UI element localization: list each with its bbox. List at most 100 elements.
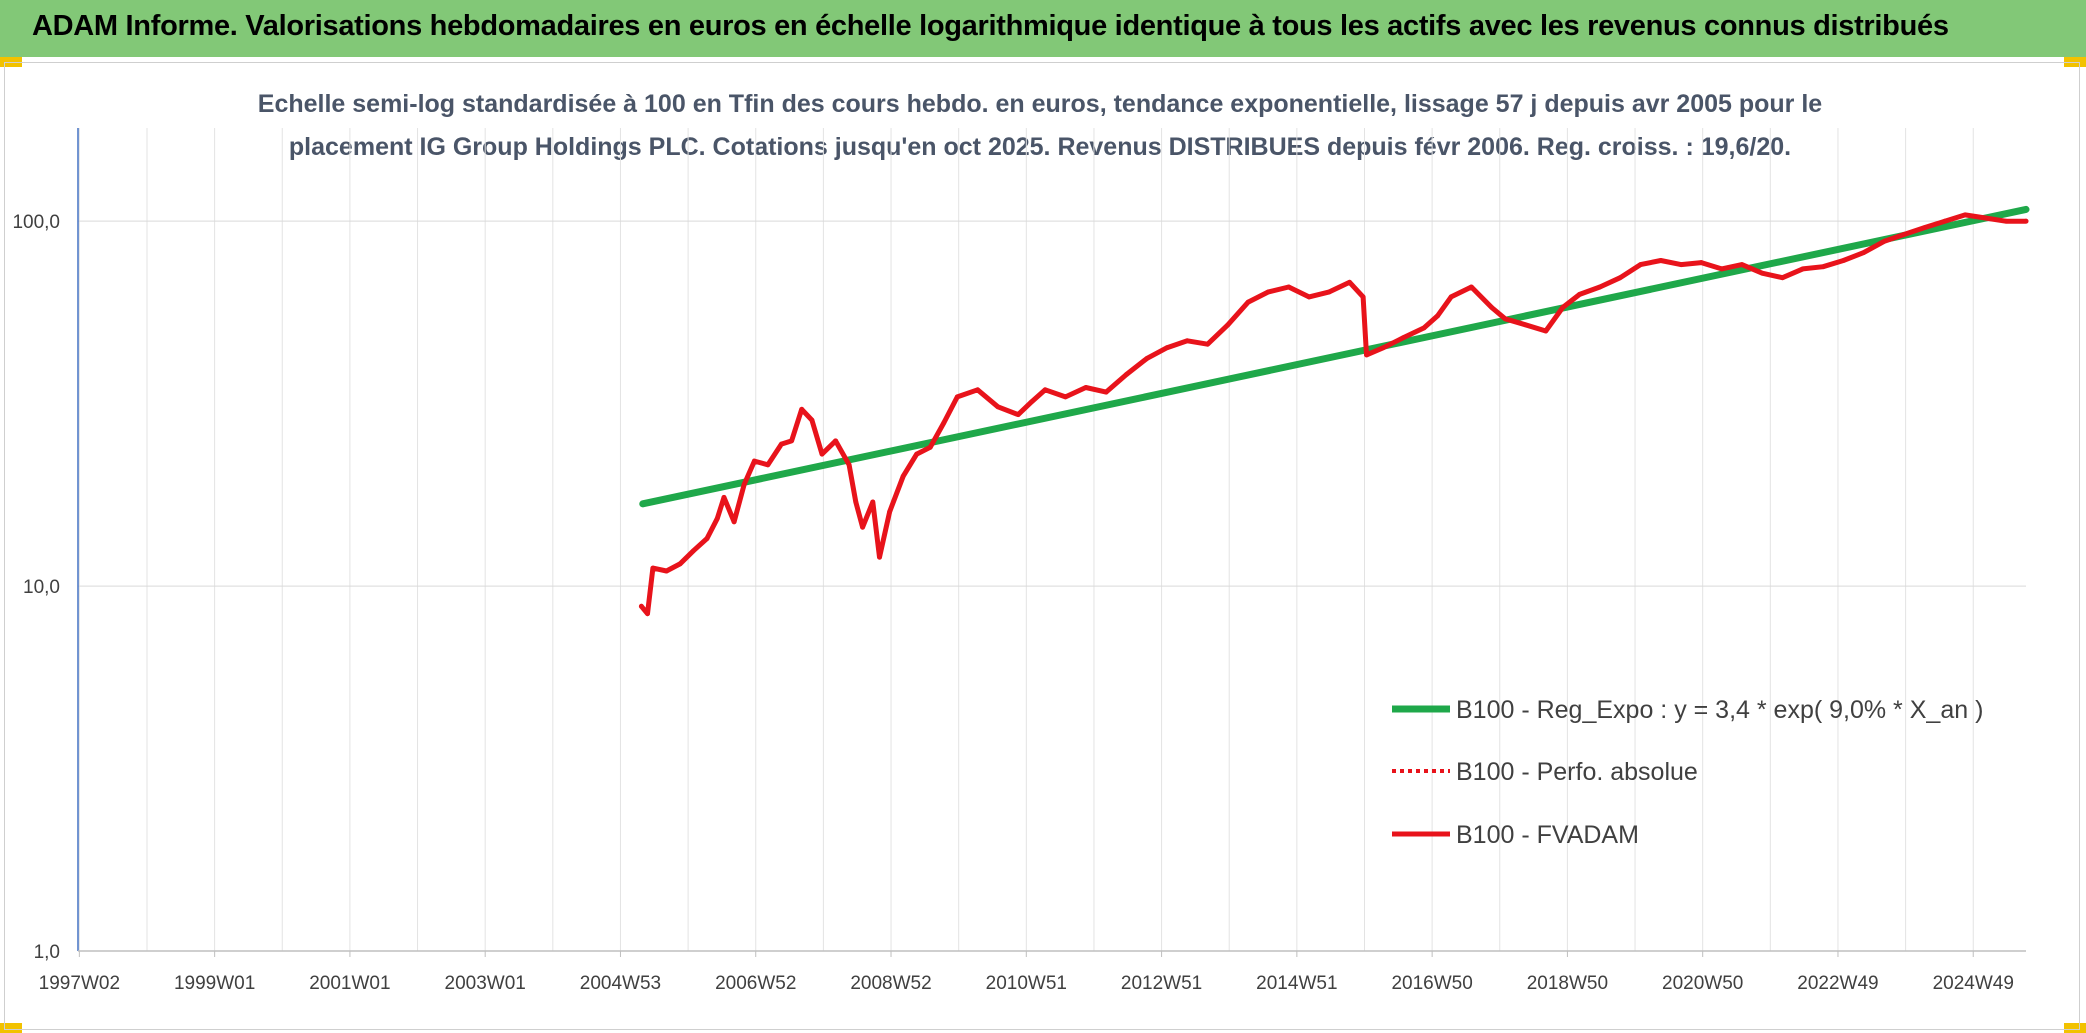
corner-accent xyxy=(0,1023,22,1033)
fvadam-point xyxy=(995,404,1001,410)
fvadam-point xyxy=(1184,338,1190,344)
header-banner: ADAM Informe. Valorisations hebdomadaire… xyxy=(0,0,2086,57)
fvadam-point xyxy=(1638,262,1643,268)
fvadam-point xyxy=(2023,218,2029,224)
legend: B100 - Reg_Expo : y = 3,4 * exp( 9,0% * … xyxy=(1392,696,1983,849)
fvadam-point xyxy=(714,516,720,522)
y-tick-label: 1,0 xyxy=(34,942,60,963)
fvadam-point xyxy=(833,438,838,444)
fvadam-point xyxy=(1543,328,1549,334)
corner-accent xyxy=(2064,1023,2086,1033)
fvadam-point xyxy=(1922,225,1927,231)
x-tick-label: 2022W49 xyxy=(1797,973,1878,994)
fvadam-point xyxy=(1861,250,1867,256)
fvadam-point xyxy=(941,420,947,426)
fvadam-point xyxy=(887,509,893,514)
fvadam-point xyxy=(1435,313,1440,319)
fvadam-point xyxy=(645,611,650,617)
x-tick-label: 2008W52 xyxy=(850,973,931,994)
fvadam-point xyxy=(900,473,906,479)
fvadam-point xyxy=(1124,372,1129,377)
fvadam-point xyxy=(1597,284,1603,290)
fvadam-point xyxy=(650,565,656,571)
chart-frame xyxy=(4,62,2080,1030)
fvadam-point xyxy=(1983,215,1988,221)
fvadam-point xyxy=(1560,305,1566,310)
trend-line xyxy=(639,205,2030,508)
fvadam-point xyxy=(1739,262,1745,268)
fvadam-point xyxy=(1063,394,1068,400)
fvadam-point xyxy=(1381,345,1386,351)
fvadam-point xyxy=(927,444,933,450)
fvadam-point xyxy=(1401,335,1407,340)
fvadam-point xyxy=(789,438,794,444)
legend-label-trend: B100 - Reg_Expo : y = 3,4 * exp( 9,0% * … xyxy=(1456,696,1983,724)
fvadam-point xyxy=(1759,270,1765,276)
fvadam-point xyxy=(1577,291,1582,297)
fvadam-point xyxy=(1820,264,1826,270)
chart-title-line2: placement IG Group Holdings PLC. Cotatio… xyxy=(288,133,1792,161)
x-tick-label: 2006W52 xyxy=(715,973,796,994)
fvadam-point xyxy=(809,417,815,423)
fvadam-point xyxy=(1962,212,1968,218)
fvadam-point xyxy=(1306,294,1312,300)
fvadam-point xyxy=(741,481,747,487)
fvadam-point xyxy=(1144,356,1150,362)
gridlines xyxy=(78,128,2026,952)
fvadam-point xyxy=(853,499,859,505)
fvadam-point xyxy=(1617,275,1623,281)
fvadam-point xyxy=(704,536,710,541)
x-tick-label: 2010W51 xyxy=(986,973,1067,994)
x-tick-label: 2020W50 xyxy=(1662,973,1743,994)
x-tick-label: 2018W50 xyxy=(1527,973,1608,994)
fvadam-point xyxy=(1286,284,1292,290)
series-lines xyxy=(638,205,2030,617)
fvadam-point xyxy=(1205,341,1210,347)
fvadam-point xyxy=(1103,389,1109,395)
fvadam-point xyxy=(1698,260,1704,265)
fvadam-point xyxy=(731,519,737,525)
x-tick-label: 2003W01 xyxy=(445,973,526,994)
fvadam-point xyxy=(1881,239,1887,244)
report-title: ADAM Informe. Valorisations hebdomadaire… xyxy=(32,10,1949,42)
fvadam-point xyxy=(1658,258,1664,263)
legend-label-fvadam: B100 - FVADAM xyxy=(1456,821,1639,849)
fvadam-point xyxy=(721,494,727,500)
fvadam-point xyxy=(860,524,866,530)
fvadam-point xyxy=(1780,275,1785,281)
x-tick-label: 2014W51 xyxy=(1256,973,1337,994)
fvadam-point xyxy=(779,441,784,447)
legend-label-perfo: B100 - Perfo. absolue xyxy=(1456,758,1698,786)
fvadam-point xyxy=(677,561,683,567)
fvadam-point xyxy=(1523,322,1528,328)
fvadam-point xyxy=(1245,299,1251,305)
fvadam-point xyxy=(664,568,669,574)
fvadam-point xyxy=(975,387,980,393)
fvadam-point xyxy=(2003,218,2009,224)
fvadam-point xyxy=(1502,316,1508,322)
x-tick-label: 2004W53 xyxy=(580,973,661,994)
y-tick-label: 100,0 xyxy=(12,212,60,233)
fvadam-point xyxy=(1678,262,1684,268)
fvadam-point xyxy=(1266,289,1271,295)
x-tick-label: 2016W50 xyxy=(1391,973,1472,994)
fvadam-point xyxy=(819,451,825,457)
fvadam-point xyxy=(1468,284,1474,290)
fvadam-point xyxy=(799,406,805,412)
fvadam-point xyxy=(751,458,757,464)
fvadam-point xyxy=(914,451,920,457)
fvadam-point xyxy=(765,462,771,468)
y-tick-label: 10,0 xyxy=(23,577,60,598)
fvadam-point xyxy=(877,554,882,560)
fvadam-point xyxy=(1421,325,1427,331)
fvadam-line xyxy=(638,212,2029,617)
fvadam-point xyxy=(1800,266,1806,272)
x-tick-label: 2012W51 xyxy=(1121,973,1202,994)
fvadam-point xyxy=(1029,399,1035,405)
fvadam-point xyxy=(1942,218,1948,224)
fvadam-point xyxy=(1225,322,1231,328)
axes: 1,0 10,0 100,0 1997W02 1999W01 2001W01 2003W01… xyxy=(12,128,2026,994)
fvadam-point xyxy=(1840,258,1846,263)
fvadam-point xyxy=(1326,289,1332,295)
fvadam-point xyxy=(1042,387,1048,393)
